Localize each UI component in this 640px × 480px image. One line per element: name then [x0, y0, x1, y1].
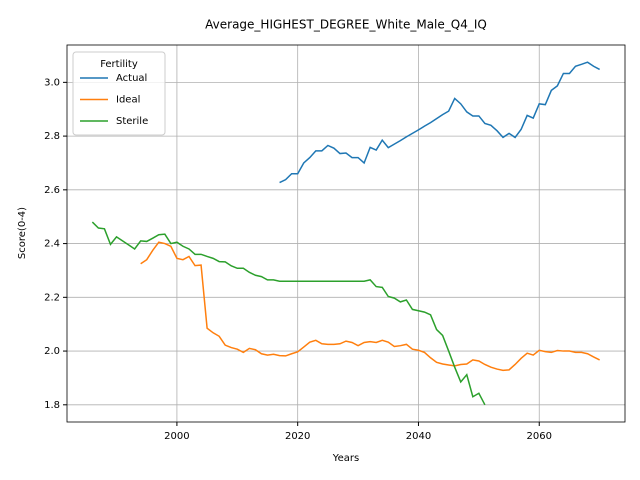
y-tick-label: 3.0	[44, 77, 60, 88]
legend-label: Actual	[116, 73, 147, 84]
x-tick-label: 2000	[164, 431, 189, 442]
x-axis-label: Years	[332, 453, 359, 464]
y-tick-label: 2.2	[44, 292, 60, 303]
y-tick-label: 2.6	[44, 185, 60, 196]
y-axis-label: Score(0-4)	[17, 207, 28, 259]
legend-box	[72, 51, 166, 136]
y-tick-label: 2.4	[44, 239, 60, 250]
x-tick-label: 2040	[406, 431, 431, 442]
series-line	[91, 221, 486, 406]
x-tick-label: 2020	[285, 431, 310, 442]
legend-label: Sterile	[116, 116, 148, 127]
chart-title: Average_HIGHEST_DEGREE_White_Male_Q4_IQ	[205, 18, 487, 32]
y-tick-label: 2.8	[44, 131, 60, 142]
series-line	[279, 61, 600, 184]
y-tick-label: 1.8	[44, 400, 60, 411]
series-line	[140, 241, 600, 372]
legend-label: Ideal	[116, 95, 140, 106]
y-tick-label: 2.0	[44, 346, 60, 357]
axes-frame	[66, 44, 626, 423]
legend-title: Fertility	[100, 59, 138, 70]
x-tick-label: 2060	[527, 431, 552, 442]
